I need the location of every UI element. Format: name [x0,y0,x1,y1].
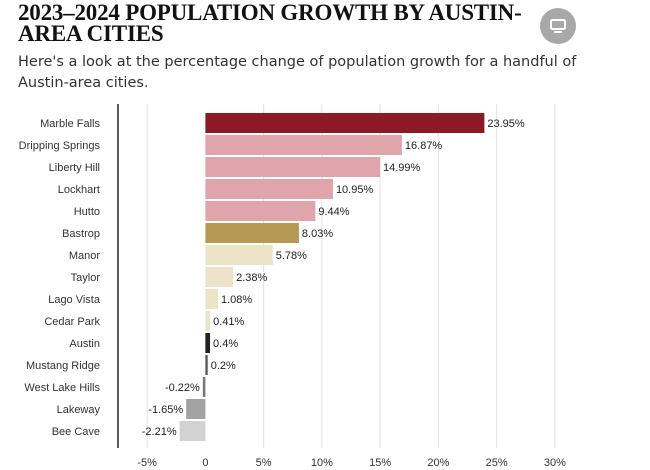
bar [205,201,316,221]
x-tick-label: 0 [202,457,208,469]
bar [205,355,208,375]
bar [205,113,485,133]
value-label: 10.95% [336,184,374,196]
category-label: Hutto [74,206,100,218]
category-label: Bee Cave [52,426,100,438]
x-tick-label: 15% [369,457,391,469]
category-label: Lago Vista [48,294,101,306]
x-tick-label: 10% [311,457,333,469]
value-label: -0.22% [165,382,200,394]
value-label: 5.78% [276,250,307,262]
value-label: 14.99% [383,162,421,174]
bar [205,157,381,177]
bar [205,333,211,353]
chart-title: 2023–2024 POPULATION GROWTH BY AUSTIN-AR… [18,0,522,46]
bar [205,179,333,199]
bar [205,245,273,265]
x-tick-label: 20% [427,457,449,469]
chart-subtitle: Here's a look at the percentage change o… [18,54,577,91]
bar [179,421,206,441]
category-label: Dripping Springs [19,140,101,152]
bar [186,399,206,419]
value-label: 0.4% [213,338,238,350]
x-tick-label: 25% [486,457,508,469]
bar [205,223,299,243]
bar [205,311,211,331]
category-label: Cedar Park [44,316,100,328]
value-label: 8.03% [302,228,333,240]
value-label: 0.41% [213,316,244,328]
category-label: Liberty Hill [49,162,100,174]
x-tick-label: -5% [137,457,157,469]
value-label: -1.65% [148,404,183,416]
monitor-icon[interactable] [540,8,576,44]
bar-chart: Marble Falls 23.95% Dripping Springs 16.87%… [19,104,566,469]
bar [205,135,402,155]
category-label: West Lake Hills [24,382,100,394]
value-label: 2.38% [236,272,267,284]
category-label: Taylor [71,272,101,284]
value-label: 1.08% [221,294,252,306]
x-tick-label: 30% [544,457,566,469]
value-label: 0.2% [211,360,236,372]
value-label: -2.21% [142,426,177,438]
x-tick-label: 5% [256,457,272,469]
value-label: 9.44% [318,206,349,218]
category-label: Marble Falls [40,118,100,130]
value-label: 23.95% [487,118,525,130]
value-label: 16.87% [405,140,443,152]
category-label: Austin [69,338,100,350]
category-label: Bastrop [62,228,100,240]
bar [202,377,206,397]
category-label: Lakeway [57,404,101,416]
monitor-icon-glyph [550,19,566,33]
category-label: Mustang Ridge [26,360,100,372]
category-label: Lockhart [58,184,100,196]
category-label: Manor [69,250,101,262]
bar [205,267,234,287]
bar [205,289,218,309]
